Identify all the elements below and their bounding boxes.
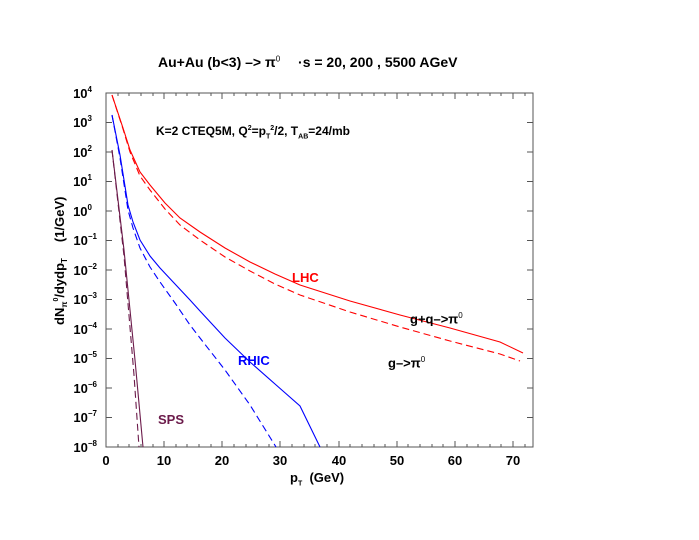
gq-text: g+q–>π [410, 311, 459, 327]
svg-text:10−3: 10−3 [73, 291, 97, 307]
svg-text:10−7: 10−7 [73, 409, 97, 425]
x-tick-labels: 0 10 20 30 40 50 60 70 [102, 453, 520, 468]
title-system: Au+Au (b<3) –> π [158, 54, 276, 70]
subtitle-half: /2, T [274, 124, 299, 138]
plot-frame [105, 92, 534, 448]
svg-text:0: 0 [102, 453, 109, 468]
gq-sup: 0 [458, 311, 463, 320]
y-axis-ticks [106, 122, 533, 418]
svg-text:70: 70 [506, 453, 520, 468]
title-sup: 0 [275, 54, 281, 64]
g-sup: 0 [420, 355, 426, 364]
subtitle-tabsub: AB [298, 133, 309, 141]
sps-label: SPS [158, 412, 185, 427]
xlabel-unit: (GeV) [302, 470, 345, 485]
sps-dashed-curve [111, 149, 140, 448]
svg-text:40: 40 [332, 453, 346, 468]
svg-text:dNπ0/dydpT(1/GeV): dNπ0/dydpT(1/GeV) [52, 197, 69, 325]
xlabel-p: p [290, 470, 298, 485]
x-axis-label: pT (GeV) [290, 470, 344, 488]
svg-text:10−4: 10−4 [73, 321, 97, 337]
y-axis-label: dNπ0/dydpT(1/GeV) [52, 197, 69, 325]
svg-text:30: 30 [273, 453, 287, 468]
svg-text:10: 10 [157, 453, 171, 468]
xlabel-sub: T [297, 480, 303, 488]
chart-title: Au+Au (b<3) –> π0 ·s = 20, 200 , 5500 AG… [158, 54, 457, 70]
svg-text:20: 20 [215, 453, 229, 468]
svg-text:101: 101 [73, 173, 92, 189]
svg-text:102: 102 [73, 144, 92, 160]
lhc-label: LHC [292, 270, 319, 285]
svg-text:10−5: 10−5 [73, 350, 97, 366]
svg-text:100: 100 [73, 203, 92, 219]
subtitle-ptsub: T [265, 133, 271, 141]
chart-subtitle: K=2 CTEQ5M, Q2=pT2/2, TAB=24/mb [156, 124, 350, 140]
svg-text:50: 50 [390, 453, 404, 468]
lhc-solid-curve [111, 94, 524, 354]
svg-text:60: 60 [448, 453, 462, 468]
title-energy: ·s = 20, 200 , 5500 AGeV [298, 54, 458, 70]
gq-pi0-label: g+q–>π0 [410, 311, 463, 326]
rhic-solid-curve [111, 114, 321, 448]
svg-text:10−2: 10−2 [73, 262, 97, 278]
rhic-label: RHIC [238, 353, 270, 368]
svg-text:103: 103 [73, 114, 92, 130]
subtitle-tab: =24/mb [308, 124, 350, 138]
x-axis-minor-ticks [117, 93, 526, 447]
svg-text:10−8: 10−8 [73, 439, 97, 455]
subtitle-k: K=2 CTEQ5M, Q [156, 124, 248, 138]
lhc-dashed-curve [111, 94, 521, 362]
curves [111, 94, 524, 448]
subtitle-eq: =p [251, 124, 266, 138]
x-axis-ticks [105, 93, 514, 447]
svg-text:104: 104 [73, 85, 92, 101]
subtitle-ptsup: 2 [270, 125, 275, 132]
g-text: g–>π [388, 355, 421, 371]
subtitle-qsup: 2 [247, 125, 252, 132]
g-pi0-label: g–>π0 [388, 355, 425, 370]
svg-text:10−6: 10−6 [73, 380, 97, 396]
svg-text:10−1: 10−1 [73, 232, 97, 248]
y-tick-labels: 104 103 102 101 100 10−1 10−2 10−3 10−4 … [73, 85, 97, 455]
